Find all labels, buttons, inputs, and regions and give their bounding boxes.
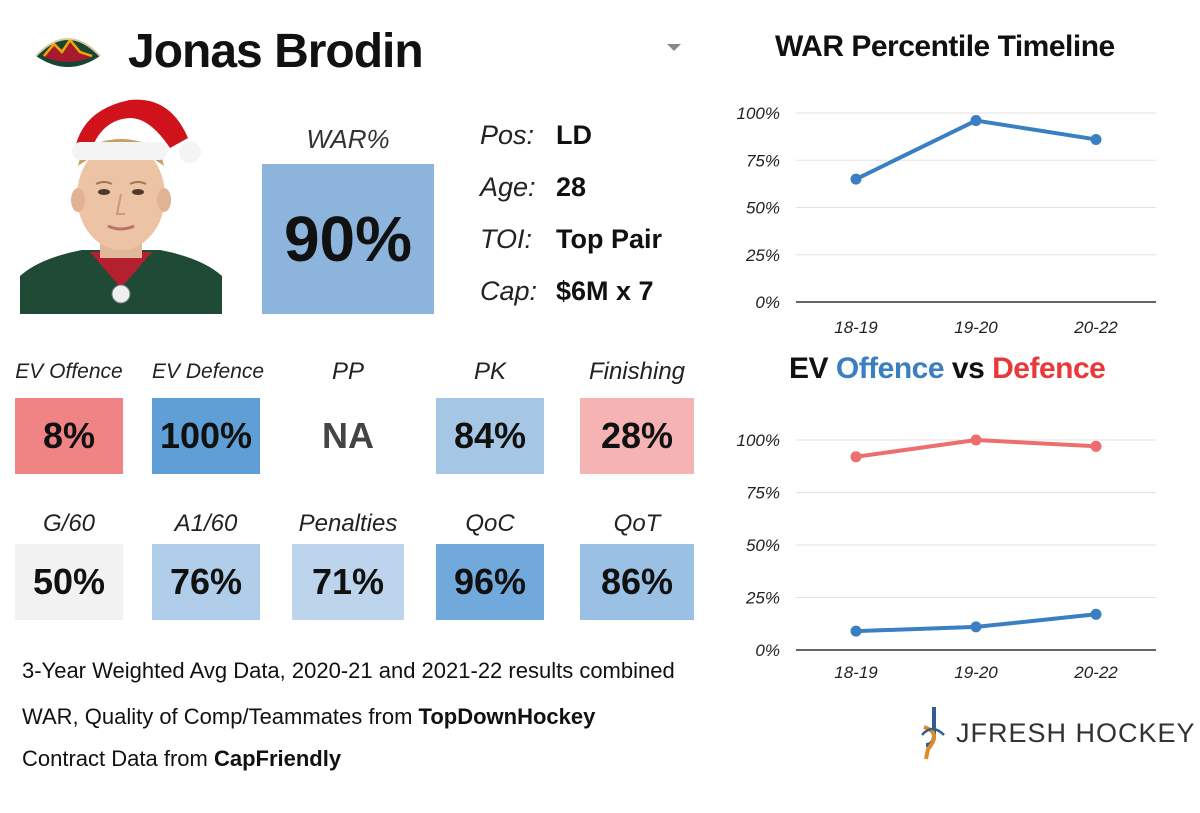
footer-note: 3-Year Weighted Avg Data, 2020-21 and 20…	[22, 658, 675, 683]
pk-tile: 84%	[436, 398, 544, 474]
contract-source-prefix: Contract Data from	[22, 746, 214, 771]
team-logo	[35, 37, 101, 67]
qoc-tile: 96%	[436, 544, 544, 620]
x-tick-label: 20-22	[1073, 318, 1118, 337]
capfriendly-link[interactable]: CapFriendly	[213, 746, 342, 771]
data-point	[970, 621, 982, 633]
data-point	[850, 451, 862, 463]
pos-label: Pos:	[480, 120, 535, 150]
data-point	[970, 115, 982, 127]
penalties-tile: 71%	[292, 544, 404, 620]
pos-value: LD	[556, 120, 592, 150]
info-row-cap: Cap: $6M x 7	[480, 276, 654, 307]
chevron-down-icon[interactable]	[667, 44, 681, 51]
y-tick-label: 25%	[745, 246, 780, 265]
title-part-vs: vs	[944, 352, 993, 385]
y-tick-label: 50%	[746, 199, 780, 218]
war-label: WAR%	[306, 124, 390, 154]
series-line-war	[855, 118, 1097, 181]
data-point	[850, 625, 862, 637]
info-row-toi: TOI: Top Pair	[480, 224, 662, 255]
footer-war-source: WAR, Quality of Comp/Teammates from TopD…	[22, 704, 595, 730]
penalties-label: Penalties	[298, 510, 398, 537]
war-percent-box: 90%	[262, 164, 434, 314]
info-row-pos: Pos: LD	[480, 120, 592, 151]
ev-offence-defence-title: EV Offence vs Defence	[789, 352, 1106, 386]
a160-tile: 76%	[152, 544, 260, 620]
cap-label: Cap:	[480, 276, 538, 306]
brand-name: JFRESH HOCKEY	[956, 717, 1196, 748]
qoc-label: QoC	[465, 510, 515, 537]
pk-label: PK	[473, 358, 506, 385]
ev-offence-defence-chart: 0% 25% 50% 75% 100% 18-19 19-20 20-22	[737, 431, 1156, 682]
y-tick-label: 50%	[746, 536, 780, 555]
x-tick-label: 18-19	[834, 663, 878, 682]
topdownhockey-link[interactable]: TopDownHockey	[418, 704, 596, 729]
qot-label: QoT	[613, 510, 661, 537]
age-label: Age:	[480, 172, 536, 202]
brand-logo: JFRESH HOCKEY	[918, 705, 1196, 761]
age-value: 28	[556, 172, 587, 202]
title-part-defence: Defence	[992, 352, 1106, 385]
pp-tile: NA	[294, 398, 402, 474]
ev-defence-label: EV Defence	[152, 360, 265, 383]
toi-value: Top Pair	[556, 224, 663, 254]
player-name: Jonas Brodin	[128, 25, 424, 78]
pp-label: PP	[331, 358, 364, 385]
x-tick-label: 18-19	[834, 318, 878, 337]
y-tick-label: 75%	[746, 484, 780, 503]
x-tick-label: 20-22	[1073, 663, 1118, 682]
brand-mark-icon	[921, 707, 945, 760]
y-tick-label: 100%	[737, 431, 780, 450]
toi-label: TOI:	[480, 224, 533, 254]
title-part-ev: EV	[789, 352, 836, 385]
qot-tile: 86%	[580, 544, 694, 620]
x-tick-label: 19-20	[954, 318, 998, 337]
y-tick-label: 100%	[737, 104, 780, 123]
war-timeline-chart: 0% 25% 50% 75% 100% 18-19 19-20 20-22	[737, 104, 1156, 337]
ev-defence-tile: 100%	[152, 398, 260, 474]
title-part-offence: Offence	[835, 352, 945, 385]
y-tick-label: 75%	[746, 151, 780, 170]
info-row-age: Age: 28	[480, 172, 586, 203]
war-source-prefix: WAR, Quality of Comp/Teammates from	[22, 704, 419, 729]
ev-offence-tile: 8%	[15, 398, 123, 474]
y-tick-label: 25%	[745, 589, 780, 608]
a160-label: A1/60	[174, 510, 238, 537]
g60-tile: 50%	[15, 544, 123, 620]
y-tick-label: 0%	[755, 293, 780, 312]
cap-value: $6M x 7	[556, 276, 654, 306]
data-point	[1090, 608, 1102, 620]
finishing-label: Finishing	[588, 358, 686, 385]
x-tick-label: 19-20	[954, 663, 998, 682]
war-timeline-title: WAR Percentile Timeline	[775, 30, 1115, 63]
player-photo	[20, 88, 222, 314]
data-point	[850, 173, 862, 185]
data-point	[1090, 133, 1102, 145]
g60-label: G/60	[42, 510, 96, 537]
y-tick-label: 0%	[755, 641, 780, 660]
data-point	[1090, 440, 1102, 452]
ev-offence-label: EV Offence	[15, 360, 123, 383]
data-point	[970, 434, 982, 446]
footer-contract-source: Contract Data from CapFriendly	[22, 746, 341, 772]
finishing-tile: 28%	[580, 398, 694, 474]
